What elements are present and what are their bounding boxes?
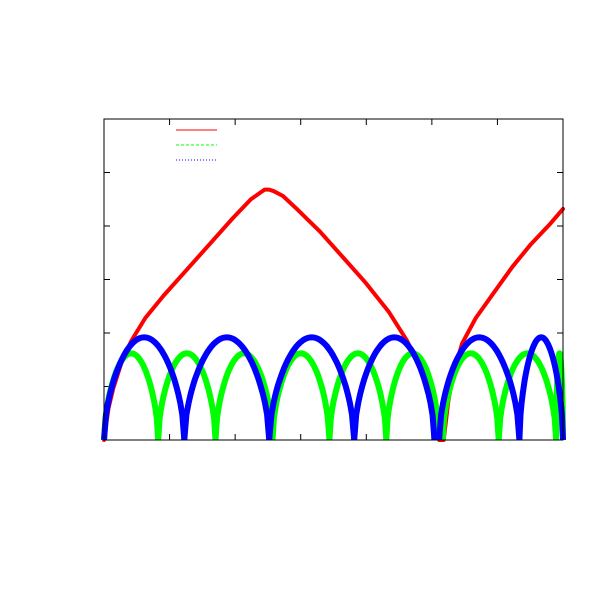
series-line-0	[102, 187, 565, 442]
series-2-arch-4	[436, 334, 523, 441]
series-layer	[101, 187, 566, 442]
series-2-arch-5	[516, 334, 566, 441]
series-arches-2	[101, 334, 566, 441]
plot-frame	[103, 118, 564, 441]
series-1-arch-1	[155, 350, 219, 441]
legend	[176, 129, 217, 161]
series-1-arch-6	[439, 350, 502, 441]
series-2-arch-3	[351, 334, 438, 441]
series-2-arch-0	[101, 334, 188, 441]
series-2-arch-1	[181, 334, 273, 441]
series-1-arch-4	[326, 350, 390, 441]
series-2-arch-2	[266, 334, 358, 441]
